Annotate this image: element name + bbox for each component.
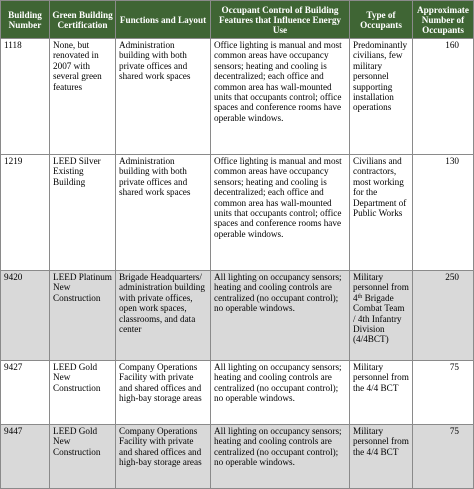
occupant-type-text-rest: Brigade Combat Team / 4th Infantry Divis… [353,292,405,345]
table-row: 9447 LEED Gold New Construction Company … [0,424,474,489]
occupant-count-cell: 250 [412,270,474,361]
certification-cell: None, but renovated in 2007 with several… [49,38,116,155]
functions-cell: Brigade Headquarters/ administration bui… [115,270,211,361]
building-number-cell: 1219 [0,154,50,271]
table-row: 1118 None, but renovated in 2007 with se… [0,38,474,155]
occupant-type-cell: Military personnel from 4th Brigade Comb… [349,270,413,361]
header-functions: Functions and Layout [115,0,211,39]
occupant-control-cell: Office lighting is manual and most commo… [210,38,350,155]
occupant-count-cell: 75 [412,424,474,489]
building-number-cell: 1118 [0,38,50,155]
certification-cell: LEED Gold New Construction [49,424,116,489]
occupant-type-cell: Military personnel from the 4/4 BCT [349,360,413,425]
occupant-count-cell: 75 [412,360,474,425]
occupant-control-cell: Office lighting is manual and most commo… [210,154,350,271]
header-occupant-control: Occupant Control of Building Features th… [210,0,350,39]
certification-cell: LEED Platinum New Construction [49,270,116,361]
occupant-count-cell: 160 [412,38,474,155]
functions-cell: Company Operations Facility with private… [115,424,211,489]
occupant-control-cell: All lighting on occupancy sensors; heati… [210,270,350,361]
table-row: 9420 LEED Platinum New Construction Brig… [0,270,474,361]
table-row: 1219 LEED Silver Existing Building Admin… [0,154,474,271]
building-number-cell: 9420 [0,270,50,361]
table-row: 9427 LEED Gold New Construction Company … [0,360,474,425]
occupant-type-cell: Military personnel from the 4/4 BCT [349,424,413,489]
occupant-type-cell: Predominantly civilians, few military pe… [349,38,413,155]
building-number-cell: 9447 [0,424,50,489]
functions-cell: Administration building with both privat… [115,154,211,271]
certification-cell: LEED Silver Existing Building [49,154,116,271]
building-number-cell: 9427 [0,360,50,425]
ordinal-suffix: th [357,293,363,300]
header-occupant-type: Type of Occupants [349,0,413,39]
certification-cell: LEED Gold New Construction [49,360,116,425]
functions-cell: Company Operations Facility with private… [115,360,211,425]
occupant-type-text: Military personnel from 4 [353,272,409,303]
occupant-control-cell: All lighting on occupancy sensors; heati… [210,424,350,489]
header-certification: Green Building Certification [49,0,116,39]
header-building-number: Building Number [0,0,50,39]
table-header-row: Building Number Green Building Certifica… [0,0,474,39]
functions-cell: Administration building with both privat… [115,38,211,155]
occupant-control-cell: All lighting on occupancy sensors; heati… [210,360,350,425]
occupant-type-cell: Civilians and contractors, most working … [349,154,413,271]
header-occupant-count: Approximate Number of Occupants [412,0,474,39]
occupant-count-cell: 130 [412,154,474,271]
